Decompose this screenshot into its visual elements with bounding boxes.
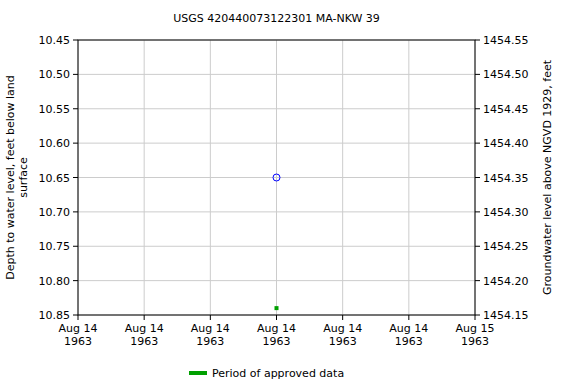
legend-swatch xyxy=(189,371,207,375)
tick-label: 10.50 xyxy=(39,68,71,81)
tick xyxy=(475,315,476,320)
text-line: 1963 xyxy=(130,335,158,348)
tick xyxy=(475,246,480,247)
grid-line xyxy=(144,40,145,315)
tick-label: 10.65 xyxy=(39,172,71,185)
tick-label: 10.80 xyxy=(39,275,71,288)
text-line: Aug 14 xyxy=(125,322,164,335)
tick-label: Aug 141963 xyxy=(323,322,362,348)
grid-line xyxy=(408,40,409,315)
tick-label: 10.55 xyxy=(39,103,71,116)
tick xyxy=(73,211,78,212)
tick xyxy=(408,315,409,320)
grid-line xyxy=(342,40,343,315)
tick-label: Aug 141963 xyxy=(125,322,164,348)
tick-label: Aug 141963 xyxy=(389,322,428,348)
text-line: Aug 14 xyxy=(59,322,98,335)
tick xyxy=(144,315,145,320)
tick xyxy=(475,108,480,109)
tick-label: 10.85 xyxy=(39,309,71,322)
grid xyxy=(78,40,475,315)
tick xyxy=(475,74,480,75)
tick xyxy=(475,280,480,281)
tick-label: 1454.30 xyxy=(483,206,529,219)
tick-label: 10.45 xyxy=(39,34,71,47)
tick-label: 1454.55 xyxy=(483,34,529,47)
tick xyxy=(73,74,78,75)
plot-frame xyxy=(78,40,475,315)
tick-label: 10.70 xyxy=(39,206,71,219)
tick xyxy=(73,40,78,41)
text-line: 1963 xyxy=(263,335,291,348)
tick xyxy=(73,177,78,178)
tick-label: 1454.40 xyxy=(483,137,529,150)
tick xyxy=(475,211,480,212)
tick-label: 10.75 xyxy=(39,240,71,253)
tick-label: 1454.15 xyxy=(483,309,529,322)
tick xyxy=(73,143,78,144)
data-point xyxy=(273,174,280,181)
chart: USGS 420440073122301 MA-NKW 39 10.45 10.50… xyxy=(0,0,576,384)
tick xyxy=(475,177,480,178)
text-line: 1963 xyxy=(64,335,92,348)
tick xyxy=(475,315,480,316)
tick-label: Aug 141963 xyxy=(191,322,230,348)
grid-line xyxy=(276,40,277,315)
tick xyxy=(73,108,78,109)
tick xyxy=(342,315,343,320)
tick xyxy=(210,315,211,320)
text-line: 1963 xyxy=(329,335,357,348)
marks xyxy=(273,174,280,310)
text-line: Aug 14 xyxy=(257,322,296,335)
tick-label: 10.60 xyxy=(39,137,71,150)
grid-line xyxy=(210,40,211,315)
tick-label: 1454.35 xyxy=(483,172,529,185)
tick-label: 1454.25 xyxy=(483,240,529,253)
approved-period-mark xyxy=(275,306,279,310)
text-line: Aug 14 xyxy=(389,322,428,335)
text-line: Aug 15 xyxy=(456,322,495,335)
title: USGS 420440073122301 MA-NKW 39 xyxy=(173,12,380,25)
tick-label: Aug 141963 xyxy=(59,322,98,348)
y2-axis-label: Groundwater level above NGVD 1929, feet xyxy=(541,59,554,295)
text-line: Aug 14 xyxy=(191,322,230,335)
tick xyxy=(73,280,78,281)
tick xyxy=(475,143,480,144)
legend: Period of approved data xyxy=(189,367,344,380)
y-axis-label: Depth to water level, feet below landsur… xyxy=(4,75,30,280)
text-line: Aug 14 xyxy=(323,322,362,335)
text-line: 1963 xyxy=(395,335,423,348)
text-line: 1963 xyxy=(461,335,489,348)
tick-label: Aug 151963 xyxy=(456,322,495,348)
text-line: 1963 xyxy=(196,335,224,348)
tick xyxy=(475,40,480,41)
text-line: surface xyxy=(17,157,30,198)
tick xyxy=(78,315,79,320)
tick-label: 1454.20 xyxy=(483,275,529,288)
tick xyxy=(73,315,78,316)
tick xyxy=(276,315,277,320)
tick-label: 1454.50 xyxy=(483,68,529,81)
tick-label: Aug 141963 xyxy=(257,322,296,348)
tick-label: 1454.45 xyxy=(483,103,529,116)
legend-label: Period of approved data xyxy=(212,367,344,380)
text-line: Depth to water level, feet below land xyxy=(4,75,17,280)
tick xyxy=(73,246,78,247)
